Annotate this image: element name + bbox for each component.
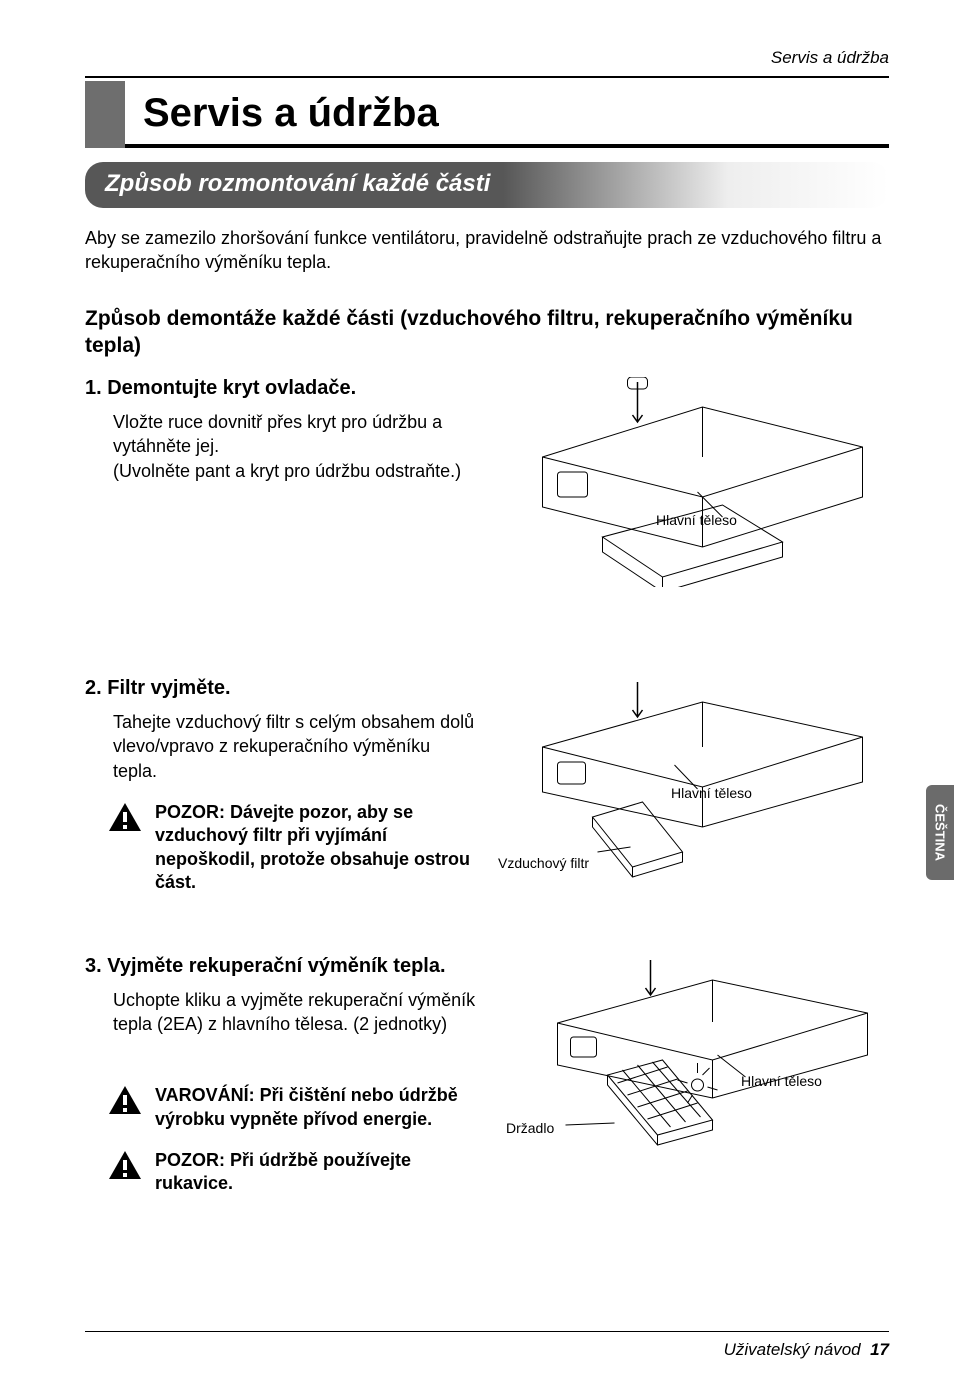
step-1-figure: Hlavní těleso — [496, 377, 889, 587]
figure-3-svg — [496, 955, 889, 1165]
page-title-row: Servis a údržba — [85, 81, 889, 148]
step-1-title: 1. Demontujte kryt ovladače. — [85, 377, 478, 400]
step-3-line-1: Uchopte kliku a vyjměte rekuperační výmě… — [113, 988, 478, 1037]
step-3-figure: Hlavní těleso Držadlo — [496, 955, 889, 1165]
fig3-label-main-body: Hlavní těleso — [741, 1073, 822, 1089]
step-2-line-1: Tahejte vzduchový filtr s celým obsahem … — [113, 710, 478, 783]
fig1-label-main-body: Hlavní těleso — [656, 512, 737, 528]
fig2-label-air-filter: Vzduchový filtr — [498, 855, 589, 871]
step-1-line-2: (Uvolněte pant a kryt pro údržbu odstraň… — [113, 459, 478, 483]
warning-icon — [107, 1084, 143, 1116]
step-2-warning-1-text: POZOR: Dávejte pozor, aby se vzduchový f… — [155, 801, 478, 895]
step-3-body: Uchopte kliku a vyjměte rekuperační výmě… — [85, 988, 478, 1037]
language-tab: ČEŠTINA — [926, 785, 954, 880]
page-footer: Uživatelský návod 17 — [85, 1331, 889, 1360]
step-3-warning-1-text: VAROVÁNÍ: Při čištění nebo údržbě výrobk… — [155, 1084, 478, 1131]
step-3-warning-2: POZOR: Při údržbě používejte rukavice. — [85, 1149, 478, 1196]
step-2-body: Tahejte vzduchový filtr s celým obsahem … — [85, 710, 478, 783]
step-1-body: Vložte ruce dovnitř přes kryt pro údržbu… — [85, 410, 478, 483]
step-2: 2. Filtr vyjměte. Tahejte vzduchový filt… — [85, 677, 889, 894]
caution-icon — [107, 801, 143, 833]
caution-icon — [107, 1149, 143, 1181]
section-heading: Způsob rozmontování každé části — [85, 162, 889, 208]
step-1: 1. Demontujte kryt ovladače. Vložte ruce… — [85, 377, 889, 587]
fig3-label-handle: Držadlo — [506, 1120, 554, 1136]
step-2-figure: Hlavní těleso Vzduchový filtr — [496, 677, 889, 887]
step-3-warning-2-text: POZOR: Při údržbě používejte rukavice. — [155, 1149, 478, 1196]
intro-paragraph: Aby se zamezilo zhoršování funkce ventil… — [85, 226, 889, 275]
subheading: Způsob demontáže každé části (vzduchovéh… — [85, 305, 889, 360]
figure-1-svg — [496, 377, 889, 587]
step-1-line-1: Vložte ruce dovnitř přes kryt pro údržbu… — [113, 410, 478, 459]
step-3-warning-1: VAROVÁNÍ: Při čištění nebo údržbě výrobk… — [85, 1084, 478, 1131]
step-2-warning-1: POZOR: Dávejte pozor, aby se vzduchový f… — [85, 801, 478, 895]
rule-thin — [85, 76, 889, 78]
title-accent-bar — [85, 81, 125, 148]
step-3-title: 3. Vyjměte rekuperační výměník tepla. — [85, 955, 478, 978]
page-title: Servis a údržba — [125, 81, 889, 148]
footer-manual-label: Uživatelský návod — [724, 1340, 861, 1359]
fig2-label-main-body: Hlavní těleso — [671, 785, 752, 801]
step-2-title: 2. Filtr vyjměte. — [85, 677, 478, 700]
footer-page-number: 17 — [870, 1340, 889, 1359]
running-header: Servis a údržba — [85, 48, 889, 68]
step-3: 3. Vyjměte rekuperační výměník tepla. Uc… — [85, 955, 889, 1196]
